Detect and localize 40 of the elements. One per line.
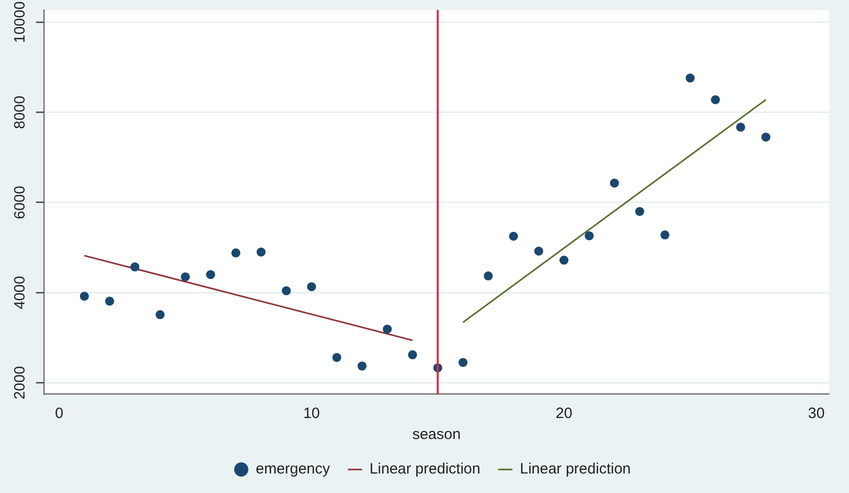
point [635,206,644,216]
y-tick-label: 8000 [12,96,29,129]
point [105,296,114,306]
point [156,310,165,320]
point [584,231,594,240]
point [382,324,392,334]
point [761,132,770,142]
point [282,286,291,296]
x-tick-label: 30 [808,405,825,422]
x-tick-label: 0 [54,405,64,422]
point [736,122,746,132]
y-tick-label: 6000 [12,186,29,220]
point [256,248,266,257]
y-tick-label: 2000 [12,366,29,400]
point [130,262,140,272]
legend-label: emergency [256,460,330,478]
point [408,350,418,360]
point [206,270,216,280]
point [660,230,670,240]
point [686,74,695,83]
y-tick-label: 4000 [12,276,29,310]
point [358,362,367,371]
x-tick-label: 10 [303,405,320,422]
point [610,178,619,188]
point [80,292,89,301]
point [332,352,342,362]
point [484,271,493,280]
point [231,248,240,258]
point [458,358,468,367]
point [508,232,518,241]
legend-label: Linear prediction [369,460,480,478]
point [559,256,568,265]
point [710,95,720,104]
legend-label: Linear prediction [520,460,631,478]
x-axis-title: season [412,426,461,444]
point [534,246,544,256]
point [307,282,316,292]
point [180,272,190,282]
y-tick-label: 10000 [12,1,29,44]
x-tick-label: 20 [556,405,572,422]
